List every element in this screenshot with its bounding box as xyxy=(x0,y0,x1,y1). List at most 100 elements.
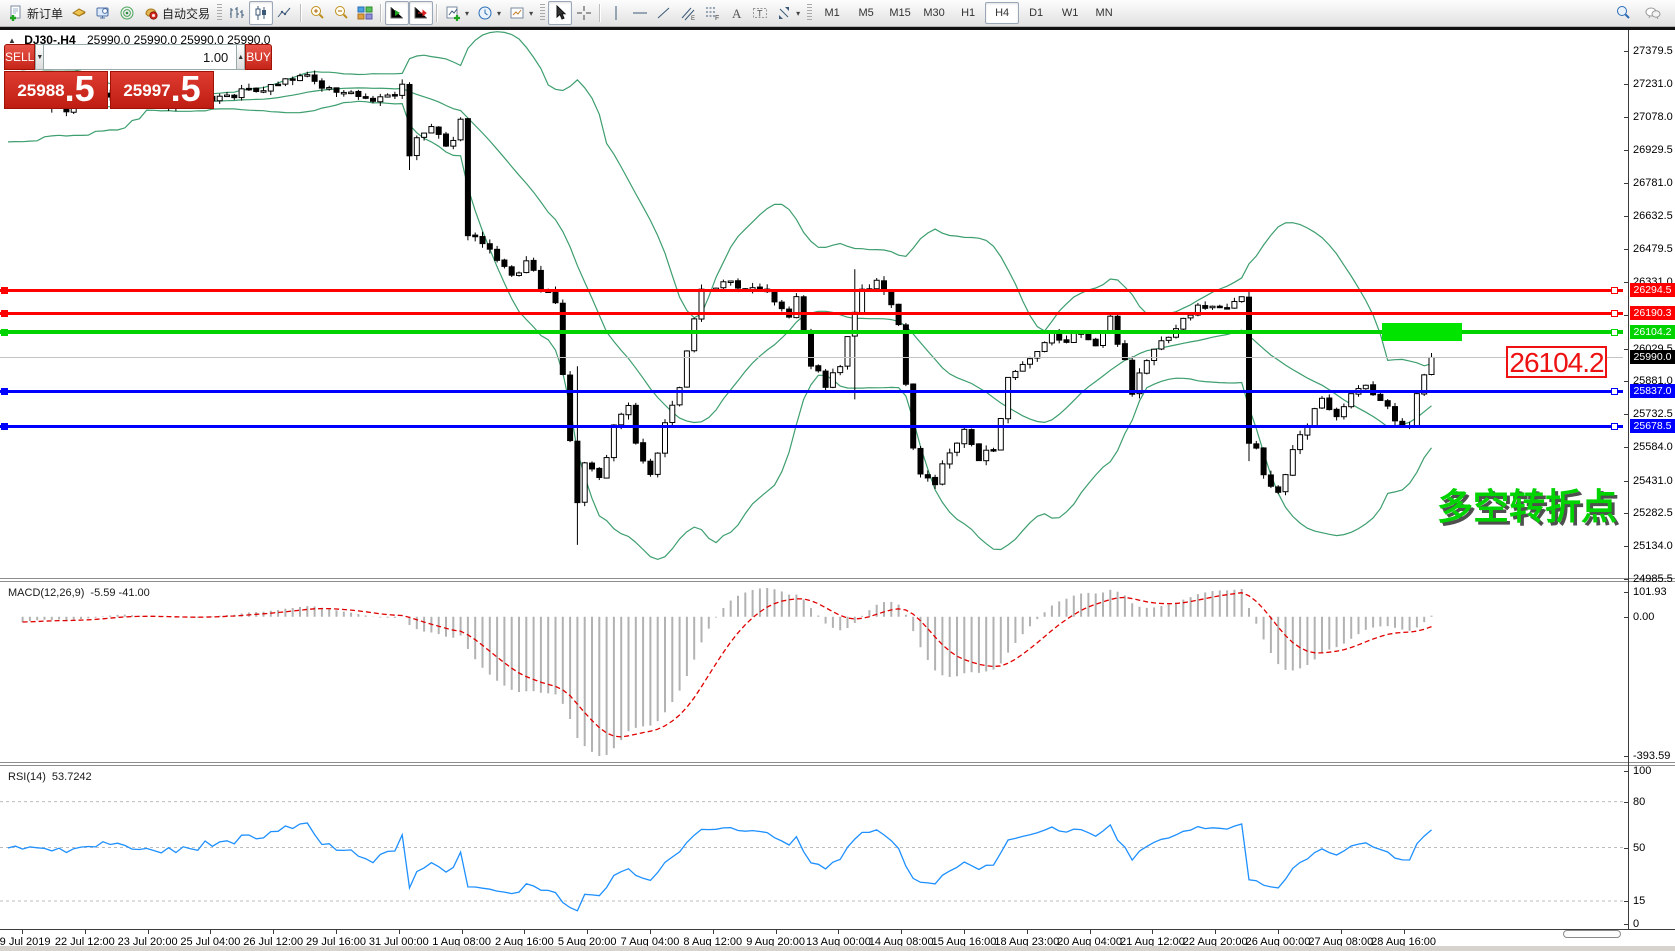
trendline-button[interactable] xyxy=(652,1,676,25)
price-axis-tick-label: 25134.0 xyxy=(1633,540,1673,553)
auto-scroll-button[interactable] xyxy=(409,1,434,25)
support-line-1[interactable] xyxy=(0,389,1623,393)
macd-axis-tick xyxy=(1624,616,1629,618)
channel-button[interactable]: E xyxy=(676,1,700,25)
bar-chart-button[interactable] xyxy=(225,1,249,25)
buy-button[interactable]: BUY xyxy=(245,44,272,70)
new-order-button[interactable]: 新订单 xyxy=(4,1,67,25)
pane-separator[interactable] xyxy=(0,762,1675,766)
dropdown-caret-icon[interactable]: ▾ xyxy=(529,8,534,18)
dropdown-caret-icon[interactable]: ▾ xyxy=(497,8,502,18)
timeframe-button-w1[interactable]: W1 xyxy=(1061,7,1079,19)
support-line-1-right-handle[interactable] xyxy=(1611,387,1618,395)
templates-button[interactable]: ▾ xyxy=(505,1,537,25)
price-axis-tick xyxy=(1624,315,1629,316)
line-chart-button[interactable] xyxy=(273,1,297,25)
shapes-icon xyxy=(779,7,790,19)
time-axis-tick xyxy=(901,930,903,934)
cursor-button[interactable] xyxy=(548,1,573,25)
periods-button[interactable]: ▾ xyxy=(473,1,505,25)
market-button[interactable] xyxy=(67,1,91,25)
macd-axis-label: -393.59 xyxy=(1633,750,1671,762)
rsi-pane-canvas[interactable] xyxy=(0,766,1623,929)
time-axis-label: 29 Jul 16:00 xyxy=(306,936,366,948)
macd-pane-canvas[interactable] xyxy=(0,582,1623,762)
crosshair-icon xyxy=(577,6,592,20)
chart-shift-button[interactable] xyxy=(385,1,410,25)
chart-annotation-text[interactable]: 多空转折点 xyxy=(1437,486,1618,527)
rsi-axis-tick xyxy=(1624,924,1629,925)
toolbar-right xyxy=(1611,1,1671,25)
time-axis-label: 28 Aug 16:00 xyxy=(1371,936,1437,948)
zoom-in-button[interactable] xyxy=(305,1,329,25)
price-axis-line xyxy=(1628,30,1629,929)
volume-up-button[interactable]: ▲ xyxy=(236,44,246,70)
pivot-line[interactable] xyxy=(0,330,1623,335)
resistance-line-2-left-handle[interactable] xyxy=(1,309,8,317)
volume-input[interactable] xyxy=(44,44,237,70)
price-axis-tick xyxy=(1624,348,1629,350)
fibonacci-icon: F xyxy=(706,7,719,21)
crosshair-button[interactable] xyxy=(572,1,596,25)
time-axis-tick xyxy=(1026,930,1028,934)
timeframe-button-mn[interactable]: MN xyxy=(1095,7,1113,19)
time-axis-tick xyxy=(210,930,212,934)
rsi-label: RSI(14) 53.7242 xyxy=(8,771,92,783)
pivot-line-left-handle[interactable] xyxy=(1,328,8,336)
price-chart-canvas[interactable] xyxy=(0,30,1623,578)
sell-price-tile[interactable]: 25988 .5 xyxy=(4,71,108,109)
timeframe-button-m1[interactable]: M1 xyxy=(824,7,840,19)
timeframe-button-h1[interactable]: H1 xyxy=(961,7,976,19)
volume-down-button[interactable]: ▼ xyxy=(35,44,45,70)
support-line-2[interactable] xyxy=(0,424,1623,428)
zoom-out-button[interactable] xyxy=(329,1,353,25)
resistance-line-2-price-tag: 26190.3 xyxy=(1630,306,1675,321)
price-callout-label[interactable]: 26104.2 xyxy=(1506,346,1607,378)
fibonacci-button[interactable]: F xyxy=(700,1,724,25)
signal-button[interactable] xyxy=(115,1,139,25)
price-axis-tick xyxy=(1624,414,1629,416)
timeframe-button-m30[interactable]: M30 xyxy=(923,7,945,19)
macd-axis-tick xyxy=(1624,756,1629,757)
hline-button[interactable] xyxy=(628,1,652,25)
timeframe-button-m5[interactable]: M5 xyxy=(858,7,874,19)
chat-button[interactable] xyxy=(1641,1,1665,25)
dropdown-caret-icon[interactable]: ▾ xyxy=(796,8,801,18)
chart-window[interactable]: 26104.2 多空转折点 ▲ DJ30-,H4 25990.0 25990.0… xyxy=(0,30,1675,951)
macd-axis-tick xyxy=(1624,592,1629,593)
support-line-2-right-handle[interactable] xyxy=(1611,422,1618,430)
resistance-line-2-right-handle[interactable] xyxy=(1611,309,1618,317)
label-button[interactable]: T xyxy=(748,1,772,25)
resistance-line-1-right-handle[interactable] xyxy=(1611,286,1618,294)
resistance-line-2[interactable] xyxy=(0,311,1623,315)
tile-windows-button[interactable] xyxy=(353,1,377,25)
timeframe-button-d1[interactable]: D1 xyxy=(1029,7,1044,19)
pivot-line-right-handle[interactable] xyxy=(1611,328,1618,336)
support-line-1-left-handle[interactable] xyxy=(1,387,8,395)
resistance-line-1[interactable] xyxy=(0,288,1623,292)
vline-button[interactable] xyxy=(604,1,628,25)
signal-icon xyxy=(120,6,134,20)
timeframe-button-m15[interactable]: M15 xyxy=(889,7,911,19)
terminal-button[interactable] xyxy=(91,1,115,25)
autotrade-button[interactable]: 自动交易 xyxy=(139,1,214,25)
dropdown-caret-icon[interactable]: ▾ xyxy=(465,8,470,18)
panel-toggle-icon[interactable]: ▲ xyxy=(8,36,16,45)
timeframe-button-h4[interactable]: H4 xyxy=(985,2,1020,24)
autotrade-icon xyxy=(145,8,158,20)
candlestick-button[interactable] xyxy=(249,1,274,25)
add-indicator-button[interactable]: ▾ xyxy=(441,1,473,25)
time-axis-scrollbar[interactable] xyxy=(1563,930,1621,938)
highlight-box[interactable] xyxy=(1382,323,1462,342)
search-button[interactable] xyxy=(1611,1,1635,25)
resistance-line-1-left-handle[interactable] xyxy=(1,286,8,294)
shapes-button[interactable]: ▾ xyxy=(772,1,804,25)
text-button[interactable]: A xyxy=(724,1,748,25)
sell-button[interactable]: SELL xyxy=(4,44,36,70)
buy-price-tile[interactable]: 25997 .5 xyxy=(110,71,214,109)
zoom-out-icon xyxy=(335,6,348,19)
support-line-2-left-handle[interactable] xyxy=(1,422,8,430)
chart-window-border xyxy=(0,27,1675,30)
pane-separator[interactable] xyxy=(0,578,1675,582)
